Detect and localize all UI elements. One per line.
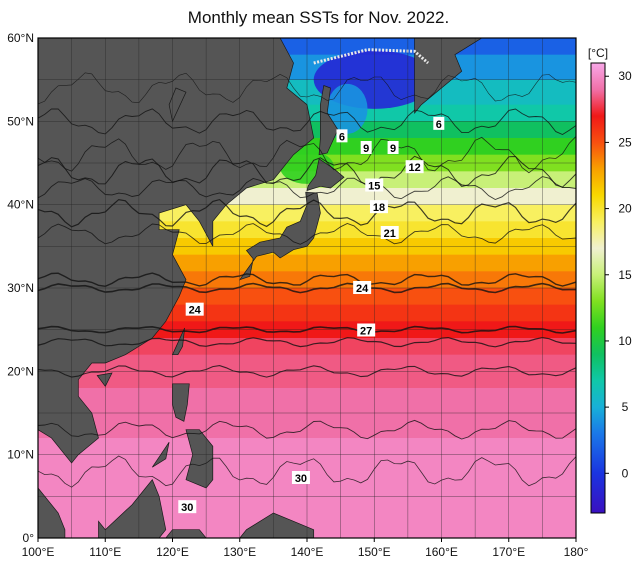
contour-label: 9 (363, 143, 369, 155)
landmass (98, 479, 167, 538)
contour-label-box (433, 116, 445, 130)
contour-label-box (405, 160, 424, 174)
contour-label: 24 (189, 305, 202, 317)
contour-label-box (178, 500, 197, 514)
lat-tick-label: 60°N (7, 31, 34, 45)
contour-label: 12 (408, 162, 420, 174)
lat-tick-label: 30°N (7, 281, 34, 295)
contour-labels: 6 6 9 9 12 15 18 21 24 24 27 30 30 (178, 116, 445, 514)
contour-label-box (380, 226, 399, 239)
colorbar: [°C] 0 5 10 15 20 25 30 (588, 46, 632, 514)
contour-label: 15 (368, 181, 380, 193)
landmass (171, 327, 185, 356)
lon-tick-label: 120°E (156, 545, 189, 559)
lat-tick-label: 20°N (7, 364, 34, 378)
contour-label: 27 (360, 326, 372, 338)
lon-tick-label: 170°E (492, 545, 525, 559)
contour-label: 30 (181, 502, 193, 514)
colorbar-tick-label: 0 (622, 466, 629, 480)
landmass (306, 158, 345, 192)
lon-tick-label: 130°E (223, 545, 256, 559)
lat-tick-label: 40°N (7, 198, 34, 212)
contour-label: 30 (295, 473, 307, 485)
contour-label-box (291, 471, 310, 484)
lon-tick-label: 150°E (358, 545, 391, 559)
map-title: Monthly mean SSTs for Nov. 2022. (187, 8, 450, 27)
contour-label: 9 (390, 143, 396, 155)
colorbar-tick-label: 10 (618, 334, 632, 348)
colorbar-tick-label: 15 (618, 268, 632, 282)
contour-label-box (336, 129, 348, 143)
contour-label-box (353, 281, 372, 294)
colorbar-tick-label: 20 (618, 202, 632, 216)
lat-tick-label: 0° (23, 531, 35, 545)
landmass (168, 87, 187, 123)
sea-ice-edge (313, 48, 430, 65)
contour-label: 24 (356, 283, 369, 295)
contour-label-box (365, 178, 384, 192)
lon-tick-label: 160°E (425, 545, 458, 559)
contour-label-box (185, 302, 204, 316)
colorbar-tick-label: 5 (622, 400, 629, 414)
landmass (318, 85, 339, 156)
contour-label-box (387, 141, 399, 154)
colorbar-ramp (590, 62, 606, 514)
contour-label: 21 (384, 228, 396, 240)
colorbar-unit: [°C] (588, 46, 608, 60)
contour-label-box (369, 200, 388, 214)
landmass (165, 529, 207, 538)
lat-tick-label: 10°N (7, 448, 34, 462)
lon-tick-label: 110°E (89, 545, 121, 559)
landmass (96, 372, 113, 387)
contour-label: 6 (339, 131, 345, 143)
contour-label-box (357, 323, 376, 337)
lon-tick-label: 140°E (291, 545, 324, 559)
lon-tick-label: 100°E (22, 545, 55, 559)
axis-labels: 100°E 110°E 120°E 130°E 140°E 150°E 160°E 170°E… (7, 31, 588, 559)
contour-label: 18 (373, 202, 385, 214)
contour-label-box (360, 141, 372, 154)
contour-label: 6 (436, 119, 442, 131)
landmass (239, 512, 315, 538)
lon-tick-label: 180° (564, 545, 589, 559)
colorbar-tick-label: 30 (618, 69, 632, 83)
colorbar-tick-label: 25 (618, 135, 632, 149)
landmass (38, 487, 66, 538)
lat-tick-label: 50°N (7, 114, 34, 128)
